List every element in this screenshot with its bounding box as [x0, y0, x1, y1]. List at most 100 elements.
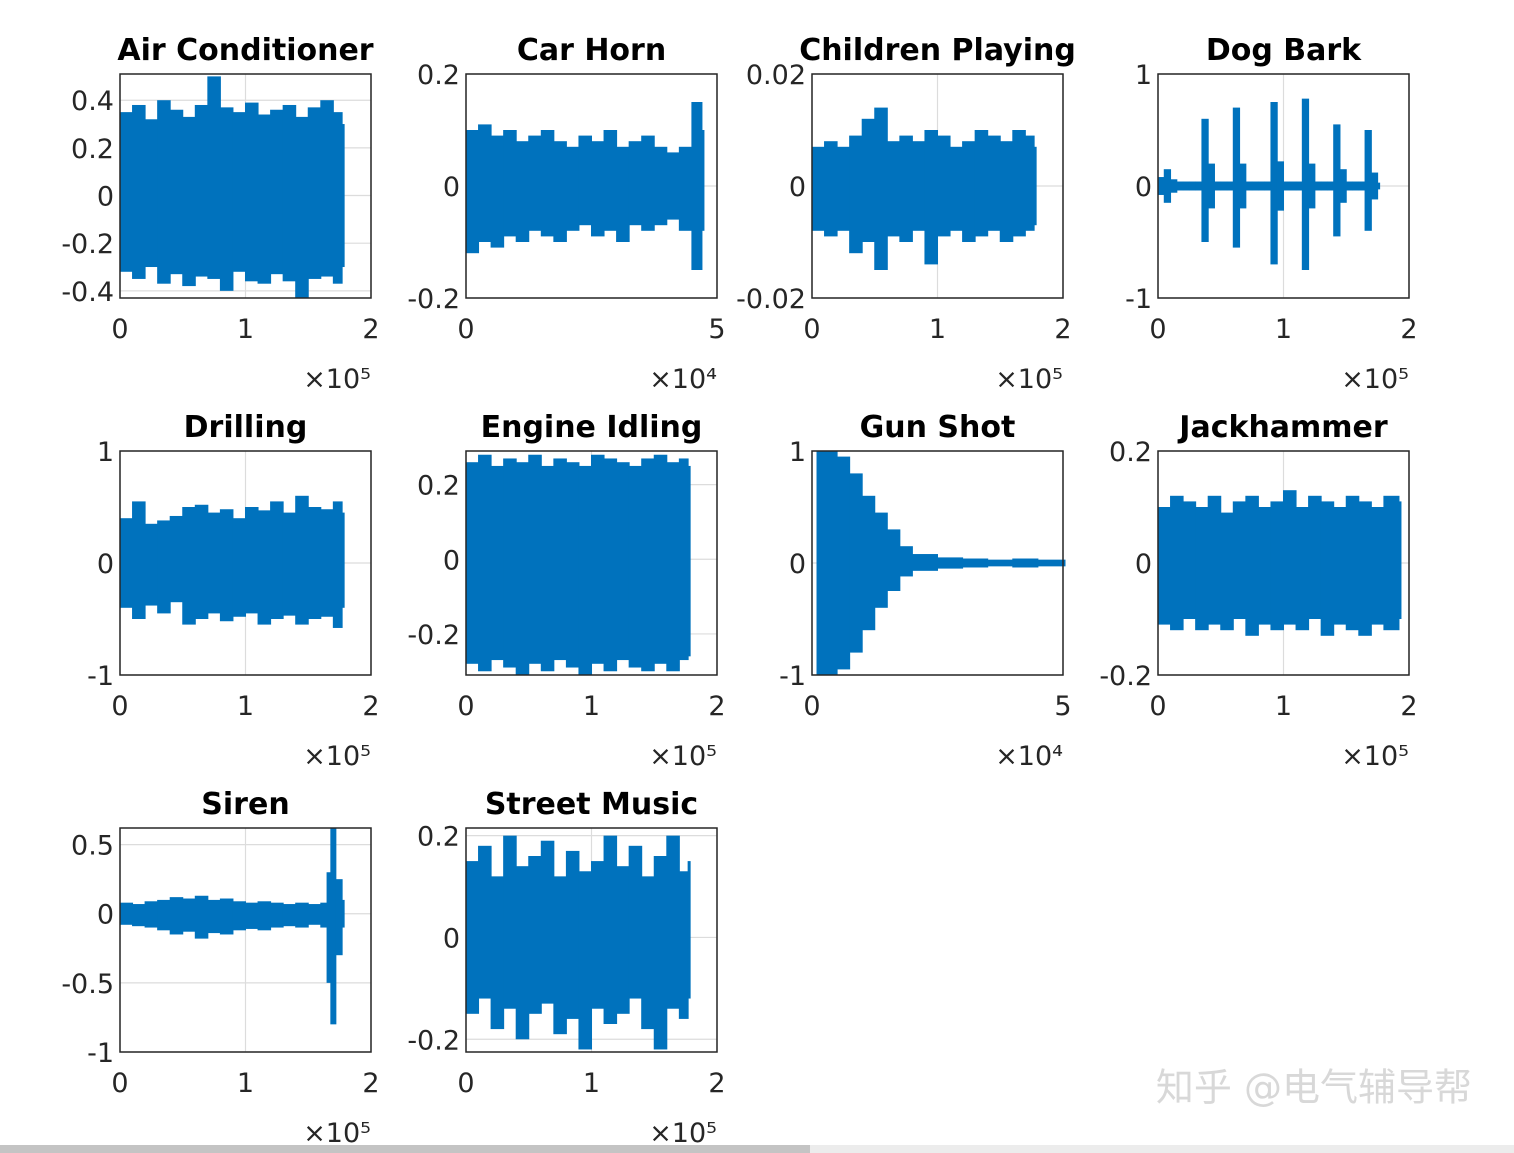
axes-box [1157, 73, 1410, 299]
axes-box [465, 827, 718, 1053]
waveform-segment [1364, 130, 1372, 231]
waveform-segment [653, 856, 668, 1050]
waveform-segment [157, 100, 171, 284]
y-tick-label: 0 [1135, 172, 1152, 203]
y-tick-label: 1 [97, 437, 114, 468]
x-multiplier: ×10⁴ [995, 741, 1063, 772]
y-tick-label: 0.2 [1109, 437, 1152, 468]
waveform-segment [641, 135, 655, 231]
waveform-segment [169, 515, 184, 603]
waveform-segment [332, 501, 343, 628]
waveform-segment [270, 109, 284, 275]
waveform-segment [616, 462, 630, 661]
waveform-segment [478, 845, 492, 999]
waveform-segment [245, 507, 259, 614]
waveform-segment [603, 130, 618, 231]
waveform-segment [949, 146, 964, 231]
waveform-segment [119, 902, 134, 925]
waveform-segment [194, 504, 209, 619]
x-tick-label: 1 [583, 1068, 600, 1099]
waveform-segment [503, 130, 517, 237]
waveform-segment [132, 104, 146, 279]
waveform-segment [1295, 507, 1310, 631]
waveform-segment [119, 112, 134, 272]
subplot-title: Jackhammer [1177, 410, 1388, 445]
y-tick-label: -1 [1125, 284, 1152, 315]
x-tick-label: 2 [1054, 314, 1071, 345]
waveform-segment [1207, 495, 1222, 625]
waveform-segment [1383, 495, 1400, 631]
waveform-segment [1301, 98, 1310, 270]
waveform-segment [1308, 163, 1316, 209]
waveform-segment [1170, 495, 1184, 631]
waveform-segment [899, 135, 913, 242]
waveform-segment [245, 902, 259, 929]
waveform-segment [307, 507, 322, 619]
waveform-segment [515, 141, 530, 242]
waveform-segment [874, 107, 888, 270]
waveform-segment [270, 902, 284, 928]
waveform-segment [219, 107, 234, 291]
waveform-segment [528, 454, 542, 664]
waveform-segment [1226, 181, 1234, 191]
waveform-segment [1345, 495, 1360, 631]
waveform-segment [653, 146, 668, 226]
waveform-segment [1333, 124, 1341, 237]
x-tick-label: 0 [803, 691, 820, 722]
waveform-segment [1062, 559, 1066, 567]
waveform-segment [232, 518, 246, 617]
x-multiplier: ×10⁵ [303, 741, 371, 772]
waveform-segment [144, 901, 159, 928]
waveform-segment [924, 130, 938, 265]
waveform-segment [565, 462, 580, 668]
y-tick-label: -0.2 [61, 229, 114, 260]
waveform-segment [1370, 507, 1385, 625]
waveform-segment [1270, 501, 1284, 631]
waveform-segment [490, 465, 505, 661]
waveform-segment [687, 465, 691, 657]
waveform-segment [1012, 130, 1026, 237]
y-tick-label: 1 [789, 437, 806, 468]
waveform-segment [182, 507, 196, 625]
waveform-segment [1398, 501, 1402, 619]
waveform-segment [1033, 146, 1037, 226]
waveform-segment [207, 899, 221, 934]
waveform-segment [119, 518, 134, 608]
waveform-segment [194, 895, 209, 939]
waveform-segment [132, 904, 146, 927]
waveform-segment [1176, 181, 1184, 191]
waveform-segment [628, 141, 643, 226]
x-tick-label: 0 [1149, 691, 1166, 722]
x-tick-label: 1 [1275, 691, 1292, 722]
waveform-segment [207, 76, 221, 279]
waveform-segment [1326, 181, 1335, 191]
waveform-segment [565, 850, 580, 1019]
waveform-segment [341, 899, 345, 928]
axes-box [1157, 450, 1410, 676]
x-tick-label: 2 [362, 1068, 379, 1099]
y-tick-label: -1 [87, 1038, 114, 1069]
waveform-segment [861, 118, 876, 242]
waveform-segment [678, 871, 689, 1019]
axes-box [119, 73, 372, 299]
waveform-segment [911, 141, 926, 231]
x-tick-label: 2 [362, 691, 379, 722]
waveform-segment [836, 456, 851, 670]
waveform-segment [701, 130, 705, 231]
waveform-segment [849, 135, 863, 254]
x-tick-label: 0 [111, 1068, 128, 1099]
x-tick-label: 1 [583, 691, 600, 722]
waveform-segment [478, 124, 492, 242]
waveform-segment [307, 904, 322, 925]
x-tick-label: 2 [708, 1068, 725, 1099]
waveform-segment [330, 828, 337, 1025]
y-tick-label: 1 [1135, 60, 1152, 91]
waveform-segment [687, 861, 691, 999]
subplot-title: Gun Shot [860, 410, 1016, 445]
waveform-segment [603, 458, 618, 672]
waveform-segment [1314, 181, 1322, 191]
x-tick-label: 0 [803, 314, 820, 345]
waveform-segment [1358, 181, 1366, 191]
waveform-segment [132, 501, 146, 619]
waveform-segment [578, 465, 592, 675]
